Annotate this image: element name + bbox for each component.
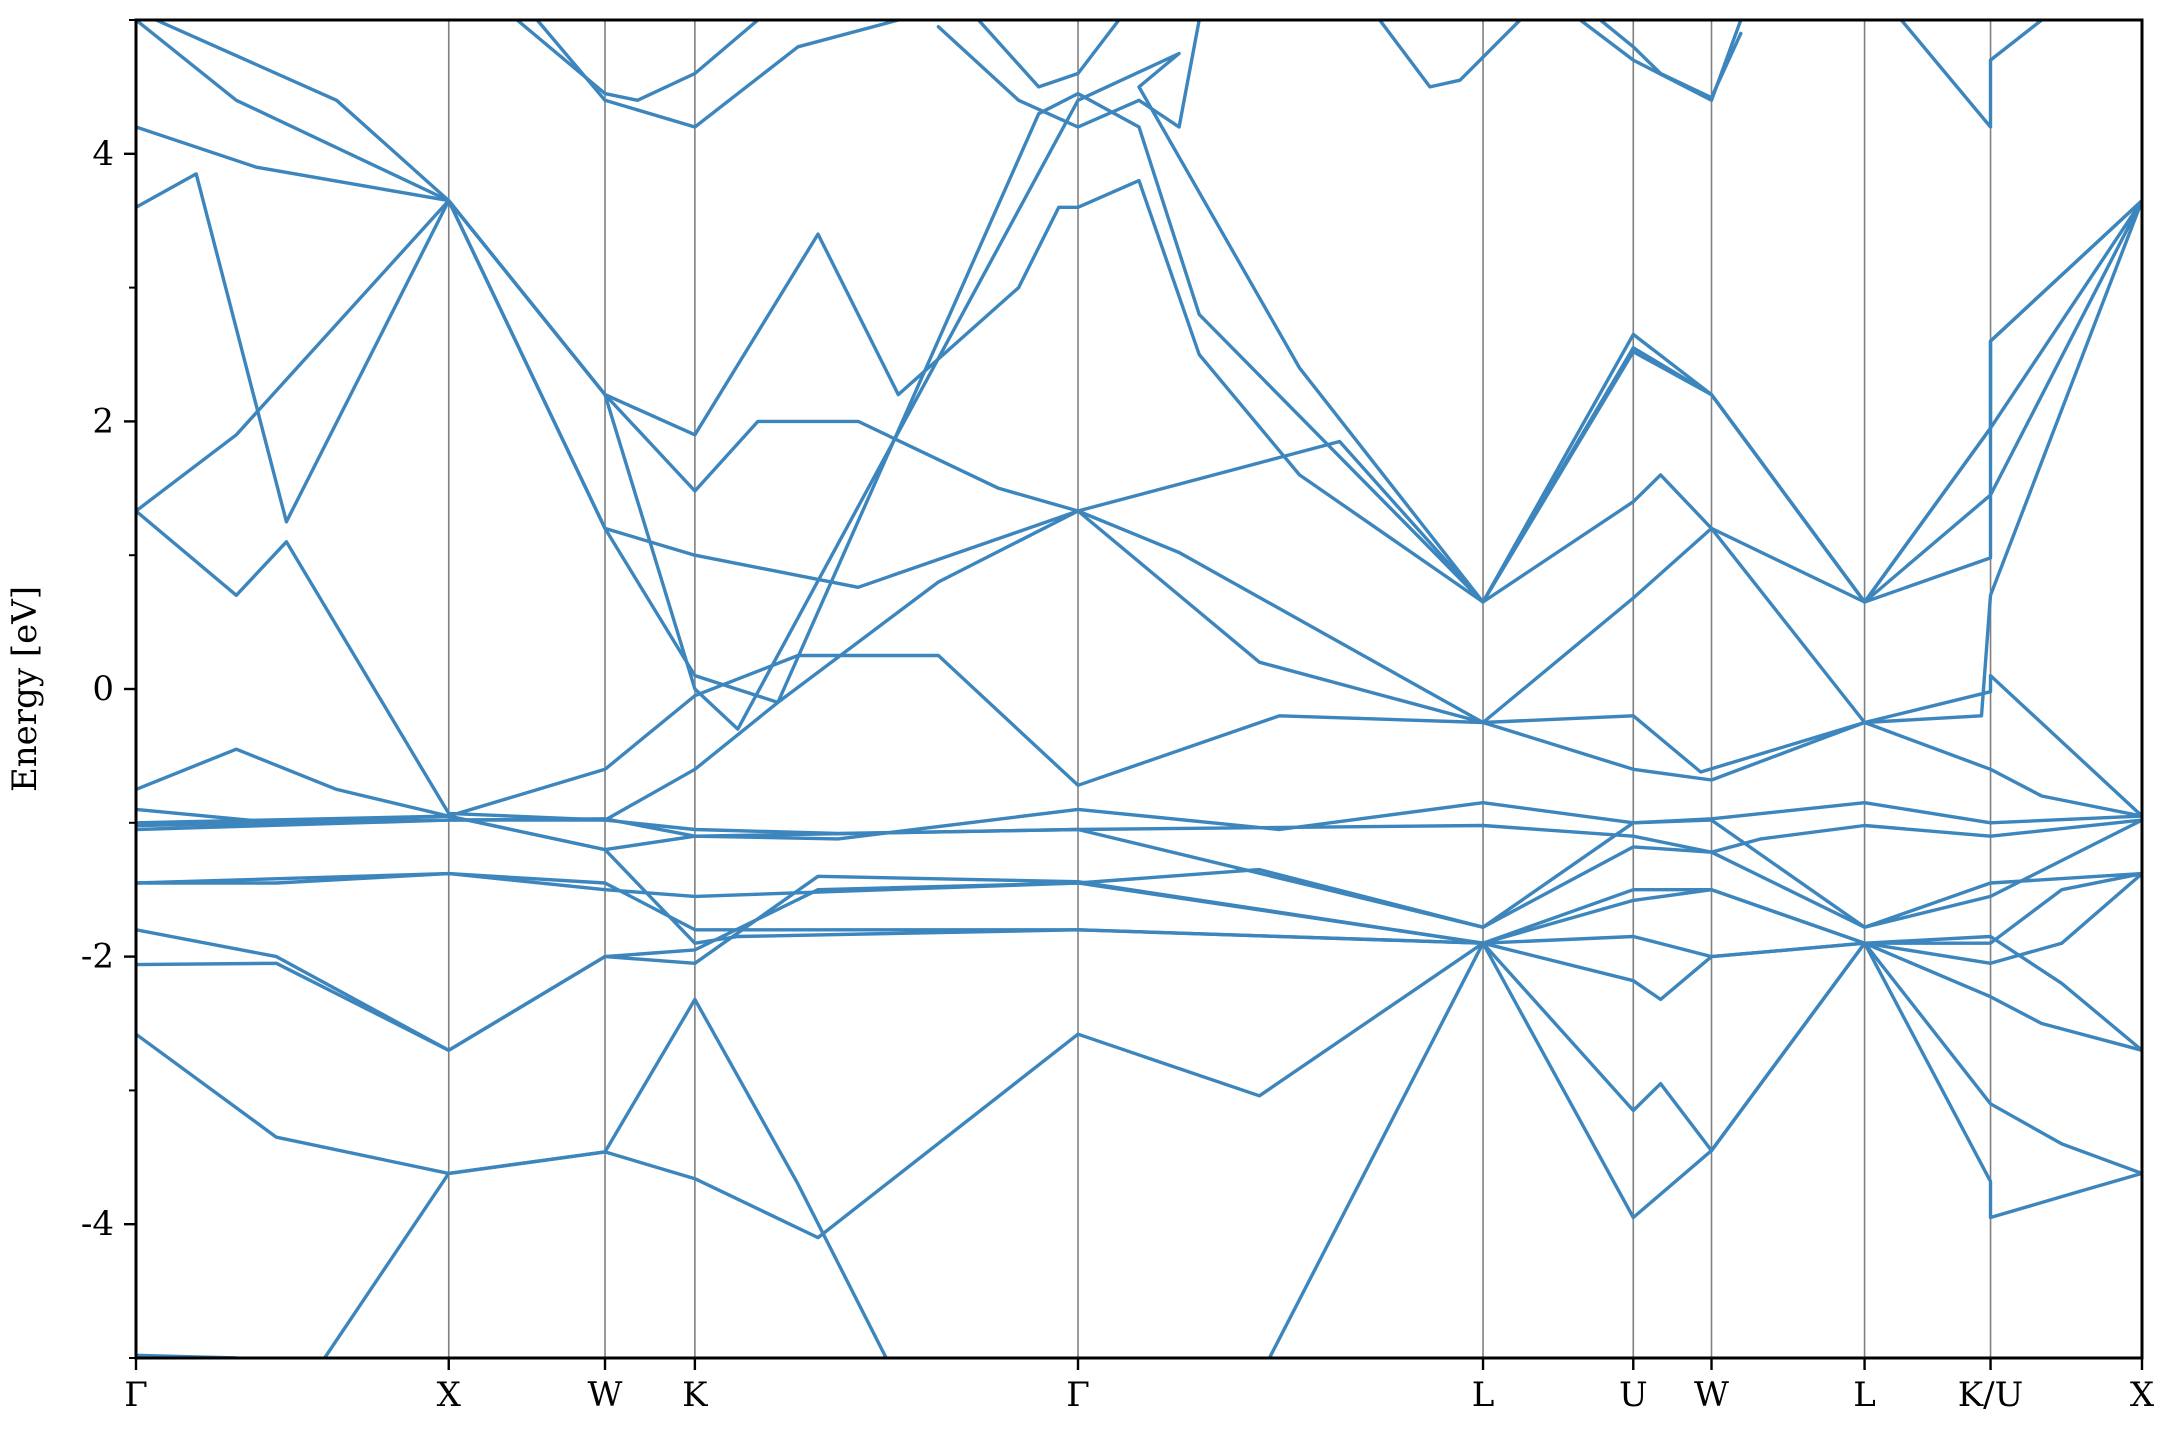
band-line	[136, 874, 2142, 1052]
x-tick-label: W	[1694, 1375, 1729, 1415]
band-line	[136, 818, 2142, 854]
x-tick-label: Γ	[1066, 1375, 1090, 1415]
band-line	[936, 20, 1201, 129]
band-line	[136, 20, 2142, 731]
band-line	[136, 881, 2142, 1052]
x-tick-label: W	[588, 1375, 623, 1415]
band-line	[136, 845, 2142, 929]
x-tick-label: Γ	[124, 1375, 148, 1415]
bands	[136, 20, 2142, 1358]
band-line	[136, 807, 2142, 929]
band-line	[535, 20, 900, 129]
x-tick-label: K/U	[1958, 1375, 2024, 1415]
band-line	[1598, 20, 1743, 100]
x-axis-ticks: Γ X W K Γ L U W L K/U X	[124, 1358, 2155, 1415]
band-line	[154, 20, 2142, 705]
y-tick-label: -4	[81, 1204, 114, 1244]
y-tick-label: -2	[81, 937, 114, 977]
y-tick-label: 2	[92, 401, 114, 441]
y-axis-ticks: -4 -2 0 2 4	[81, 19, 136, 1359]
y-axis-title: Energy [eV]	[5, 586, 45, 792]
band-line	[1267, 941, 2142, 1358]
x-tick-label: X	[2130, 1375, 2155, 1415]
band-line	[136, 997, 888, 1358]
x-tick-label: K	[682, 1375, 708, 1415]
y-tick-label: 4	[92, 134, 114, 174]
band-line	[976, 20, 1121, 89]
band-line	[1378, 20, 1522, 89]
band-line	[1899, 20, 2044, 129]
y-tick-label: 0	[92, 669, 114, 709]
band-line	[136, 125, 2142, 604]
x-tick-label: U	[1619, 1375, 1648, 1415]
band-line	[136, 198, 2142, 725]
kpoint-lines	[447, 20, 1992, 1358]
x-tick-label: L	[1472, 1375, 1495, 1415]
band-line	[322, 941, 2142, 1358]
band-line	[136, 653, 2142, 818]
x-tick-label: L	[1853, 1375, 1876, 1415]
band-line	[136, 871, 2142, 965]
band-line	[136, 509, 2142, 822]
band-line	[515, 20, 760, 102]
band-line	[136, 801, 2142, 841]
x-tick-label: X	[437, 1375, 462, 1415]
